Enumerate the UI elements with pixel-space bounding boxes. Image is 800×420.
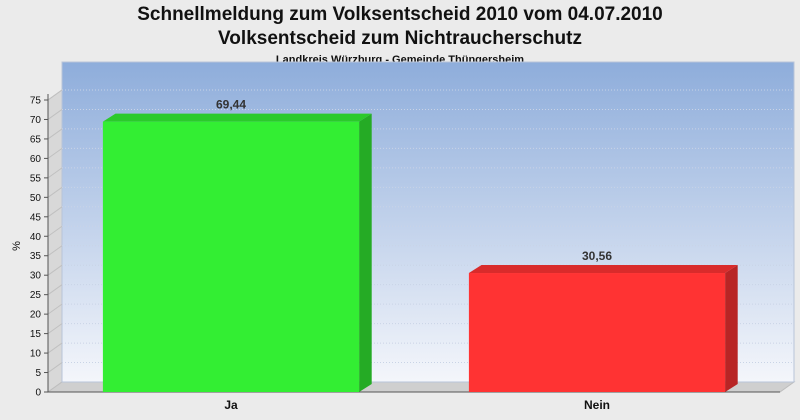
gridline-side [47, 109, 63, 120]
gridline-side [47, 342, 63, 354]
gridline-side [47, 89, 63, 101]
y-tick-label: 20 [30, 310, 42, 321]
gridline-side [47, 147, 63, 159]
y-tick-label: 35 [30, 251, 42, 262]
y-tick-label: 65 [30, 134, 42, 145]
data-label-0: 69,44 [216, 98, 246, 112]
y-tick-label: 25 [30, 290, 42, 301]
y-tick-label: 15 [30, 329, 42, 340]
y-tick-label: 10 [30, 349, 42, 360]
y-tick-label: 75 [30, 96, 42, 107]
y-tick-label: 40 [30, 232, 42, 243]
y-tick-label: 0 [35, 388, 41, 399]
gridline-side [47, 362, 63, 373]
gridline-side [47, 284, 63, 296]
gridline-side [47, 167, 63, 179]
gridline-side [47, 303, 63, 315]
y-tick-label: 60 [30, 154, 42, 165]
x-tick-label-0: Ja [224, 398, 238, 412]
bar-side-0 [359, 113, 372, 392]
gridline-side [47, 128, 63, 140]
x-tick-label-1: Nein [584, 398, 610, 412]
y-tick-label: 5 [35, 368, 41, 379]
y-tick-label: 55 [30, 173, 42, 184]
y-tick-label: 70 [30, 115, 42, 126]
y-tick-label: 30 [30, 271, 42, 282]
y-axis-label: % [11, 241, 23, 251]
gridline-side [47, 186, 63, 198]
chart-title: Schnellmeldung zum Volksentscheid 2010 v… [137, 4, 663, 25]
y-tick-label: 50 [30, 193, 42, 204]
gridline-side [47, 245, 63, 257]
plot-side-wall [47, 89, 63, 393]
y-tick-label: 45 [30, 212, 42, 223]
bar-top-1 [468, 265, 738, 274]
gridline-side [47, 264, 63, 276]
chart-subtitle: Volksentscheid zum Nichtraucherschutz [218, 28, 582, 49]
gridline-side [47, 323, 63, 335]
bar-1 [468, 273, 726, 392]
bar-top-0 [102, 113, 372, 122]
bar-side-1 [725, 265, 738, 392]
bar-0 [102, 121, 360, 392]
gridline-side [47, 206, 63, 218]
gridline-side [47, 225, 63, 237]
data-label-1: 30,56 [582, 249, 612, 263]
